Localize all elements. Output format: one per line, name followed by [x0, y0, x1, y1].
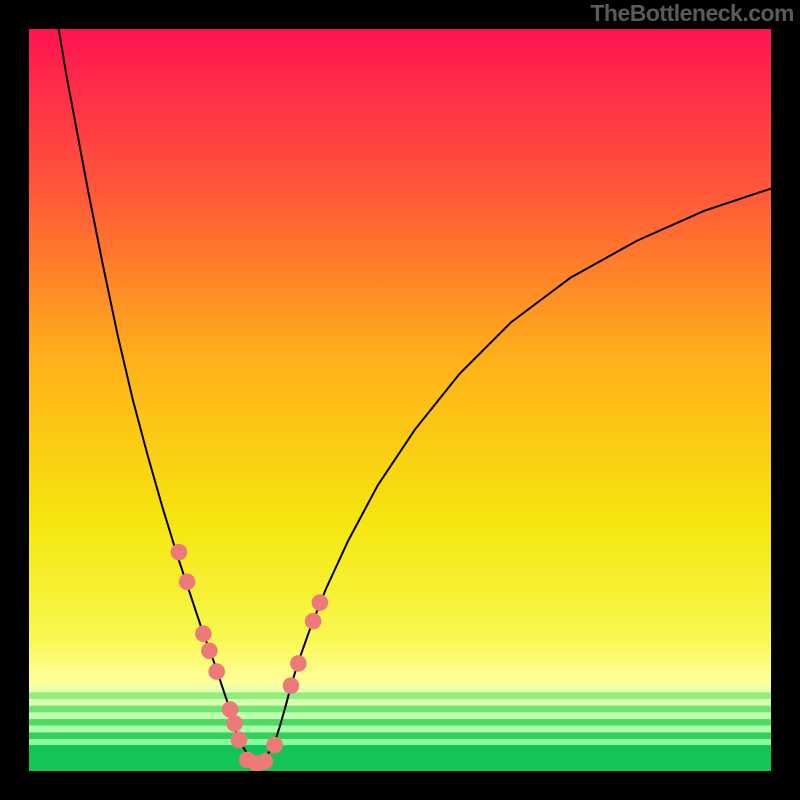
plot-area: [29, 29, 771, 772]
green-bands: [29, 686, 771, 771]
marker-dot: [266, 737, 283, 754]
marker-dot: [179, 573, 196, 590]
green-band: [29, 739, 771, 745]
marker-dot: [208, 663, 225, 680]
green-band: [29, 726, 771, 733]
marker-dot: [231, 732, 248, 749]
marker-dot: [222, 701, 239, 718]
marker-dot: [312, 594, 329, 611]
green-band: [29, 745, 771, 771]
marker-dot: [305, 613, 322, 630]
green-band: [29, 699, 771, 706]
marker-dot: [201, 643, 218, 660]
watermark-text: TheBottleneck.com: [590, 0, 794, 27]
green-band: [29, 732, 771, 739]
background-gradient: [29, 29, 771, 771]
chart-svg: [0, 0, 800, 800]
marker-dot: [283, 677, 300, 694]
marker-dot: [290, 655, 307, 672]
green-band: [29, 706, 771, 713]
green-band: [29, 719, 771, 726]
chart-root: TheBottleneck.com: [0, 0, 800, 800]
green-band: [29, 712, 771, 719]
marker-dot: [257, 753, 274, 770]
marker-dot: [226, 715, 243, 732]
marker-dot: [171, 544, 188, 561]
green-band: [29, 686, 771, 693]
green-band: [29, 692, 771, 699]
marker-dot: [195, 625, 212, 642]
